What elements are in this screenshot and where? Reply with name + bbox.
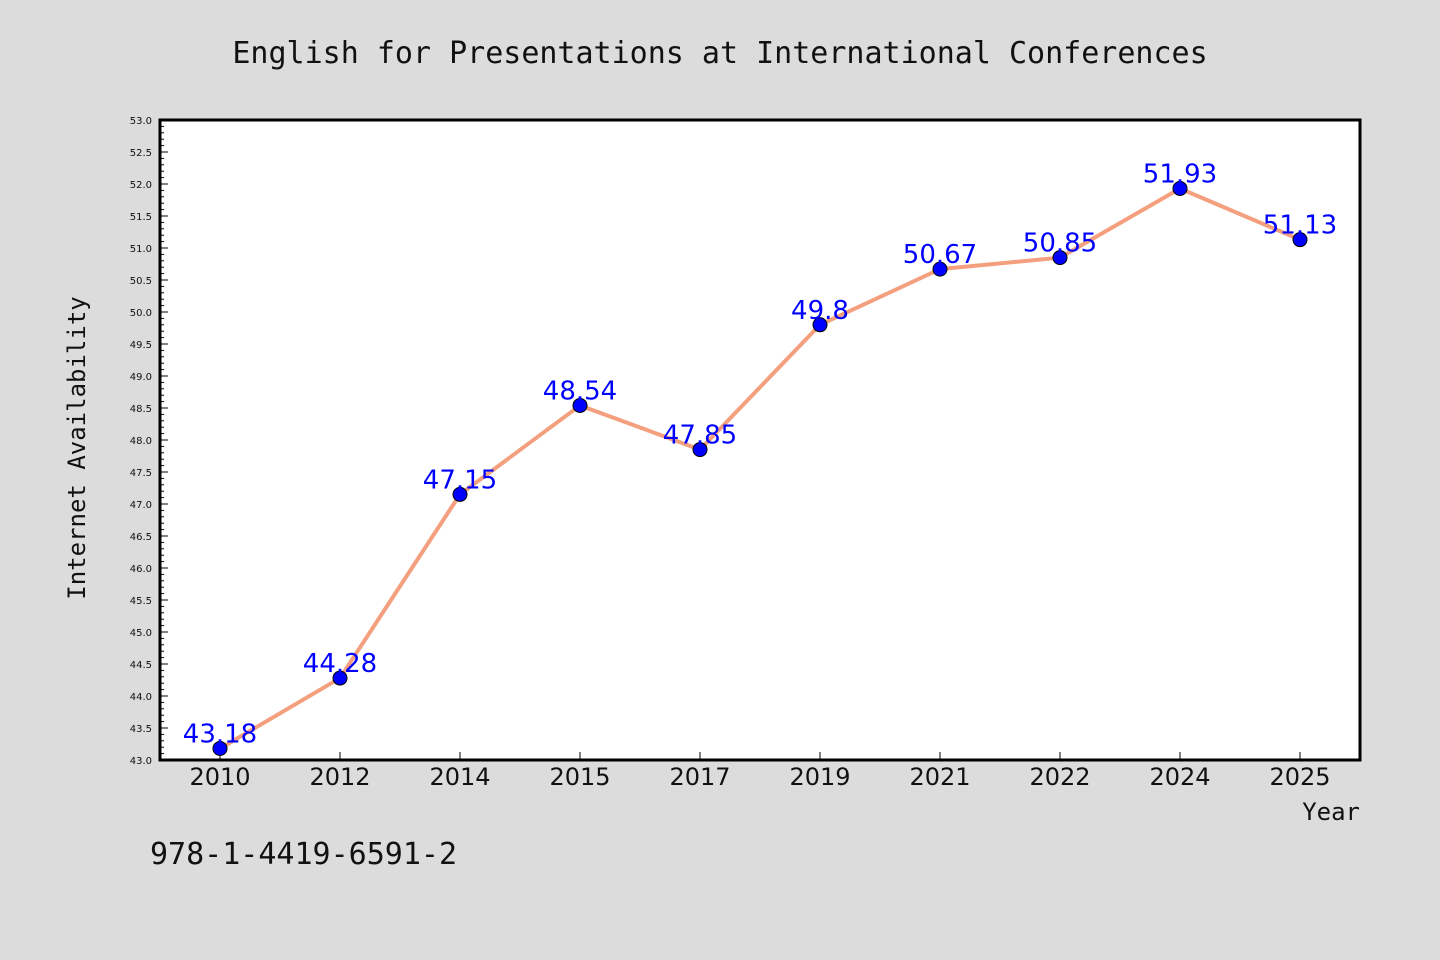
y-tick-label: 49.0 [130, 372, 152, 383]
data-point [692, 442, 708, 458]
y-tick-label: 51.5 [130, 212, 152, 223]
y-tick-label: 44.5 [130, 660, 152, 671]
y-tick-label: 46.0 [130, 564, 152, 575]
data-label: 47.85 [663, 421, 737, 451]
data-label: 51.93 [1143, 159, 1217, 189]
x-tick-label: 2014 [429, 763, 490, 791]
data-label: 50.67 [903, 240, 977, 270]
y-tick-label: 50.5 [130, 276, 152, 287]
isbn-text: 978-1-4419-6591-2 [150, 837, 457, 872]
x-tick-label: 2025 [1269, 763, 1330, 791]
y-tick-label: 43.5 [130, 724, 152, 735]
y-tick-label: 47.5 [130, 468, 152, 479]
plot-area [158, 118, 1362, 762]
y-tick-label: 52.0 [130, 180, 152, 191]
y-tick-label: 48.5 [130, 404, 152, 415]
data-point [1292, 232, 1308, 248]
data-point [212, 740, 228, 756]
data-point [1052, 250, 1068, 266]
x-axis: 2010 2012 2014 2015 2017 2019 2021 2022 2024 2025 [189, 752, 1331, 791]
y-tick-label: 53.0 [130, 116, 152, 127]
y-tick-label: 45.0 [130, 628, 152, 639]
data-point [932, 261, 948, 277]
y-tick-label: 51.0 [130, 244, 152, 255]
x-tick-label: 2022 [1029, 763, 1090, 791]
data-labels-group: 43.18 44.28 47.15 48.54 47.85 49.8 50.67 50.85 5… [183, 159, 1337, 749]
y-axis: 43.0 43.5 44.0 44.5 45.0 45.5 46.0 46.5 47.0 47.5… [130, 116, 168, 767]
y-tick-label: 43.0 [130, 756, 152, 767]
x-tick-label: 2010 [189, 763, 250, 791]
x-axis-label: Year [1302, 798, 1360, 826]
y-axis-label: Internet Availability [63, 296, 91, 599]
data-point [452, 486, 468, 502]
data-label: 48.54 [543, 376, 617, 406]
x-tick-label: 2017 [669, 763, 730, 791]
x-tick-label: 2012 [309, 763, 370, 791]
data-label: 44.28 [303, 649, 377, 679]
data-label: 43.18 [183, 719, 257, 749]
data-point [812, 317, 828, 333]
y-tick-label: 46.5 [130, 532, 152, 543]
data-label: 47.15 [423, 465, 497, 495]
data-label: 50.85 [1023, 229, 1097, 259]
y-tick-label: 45.5 [130, 596, 152, 607]
data-label: 49.8 [791, 296, 849, 326]
y-tick-label: 50.0 [130, 308, 152, 319]
y-tick-label: 47.0 [130, 500, 152, 511]
x-tick-label: 2019 [789, 763, 850, 791]
data-point [332, 670, 348, 686]
data-label: 51.13 [1263, 211, 1337, 241]
series-group [212, 180, 1308, 756]
x-tick-label: 2015 [549, 763, 610, 791]
x-tick-label: 2021 [909, 763, 970, 791]
y-tick-label: 52.5 [130, 148, 152, 159]
y-tick-label: 48.0 [130, 436, 152, 447]
x-tick-label: 2024 [1149, 763, 1210, 791]
data-point [572, 397, 588, 413]
y-tick-label: 44.0 [130, 692, 152, 703]
data-point [1172, 180, 1188, 196]
y-tick-label: 49.5 [130, 340, 152, 351]
series-line [218, 186, 1302, 751]
chart-title: English for Presentations at Internation… [232, 36, 1207, 71]
